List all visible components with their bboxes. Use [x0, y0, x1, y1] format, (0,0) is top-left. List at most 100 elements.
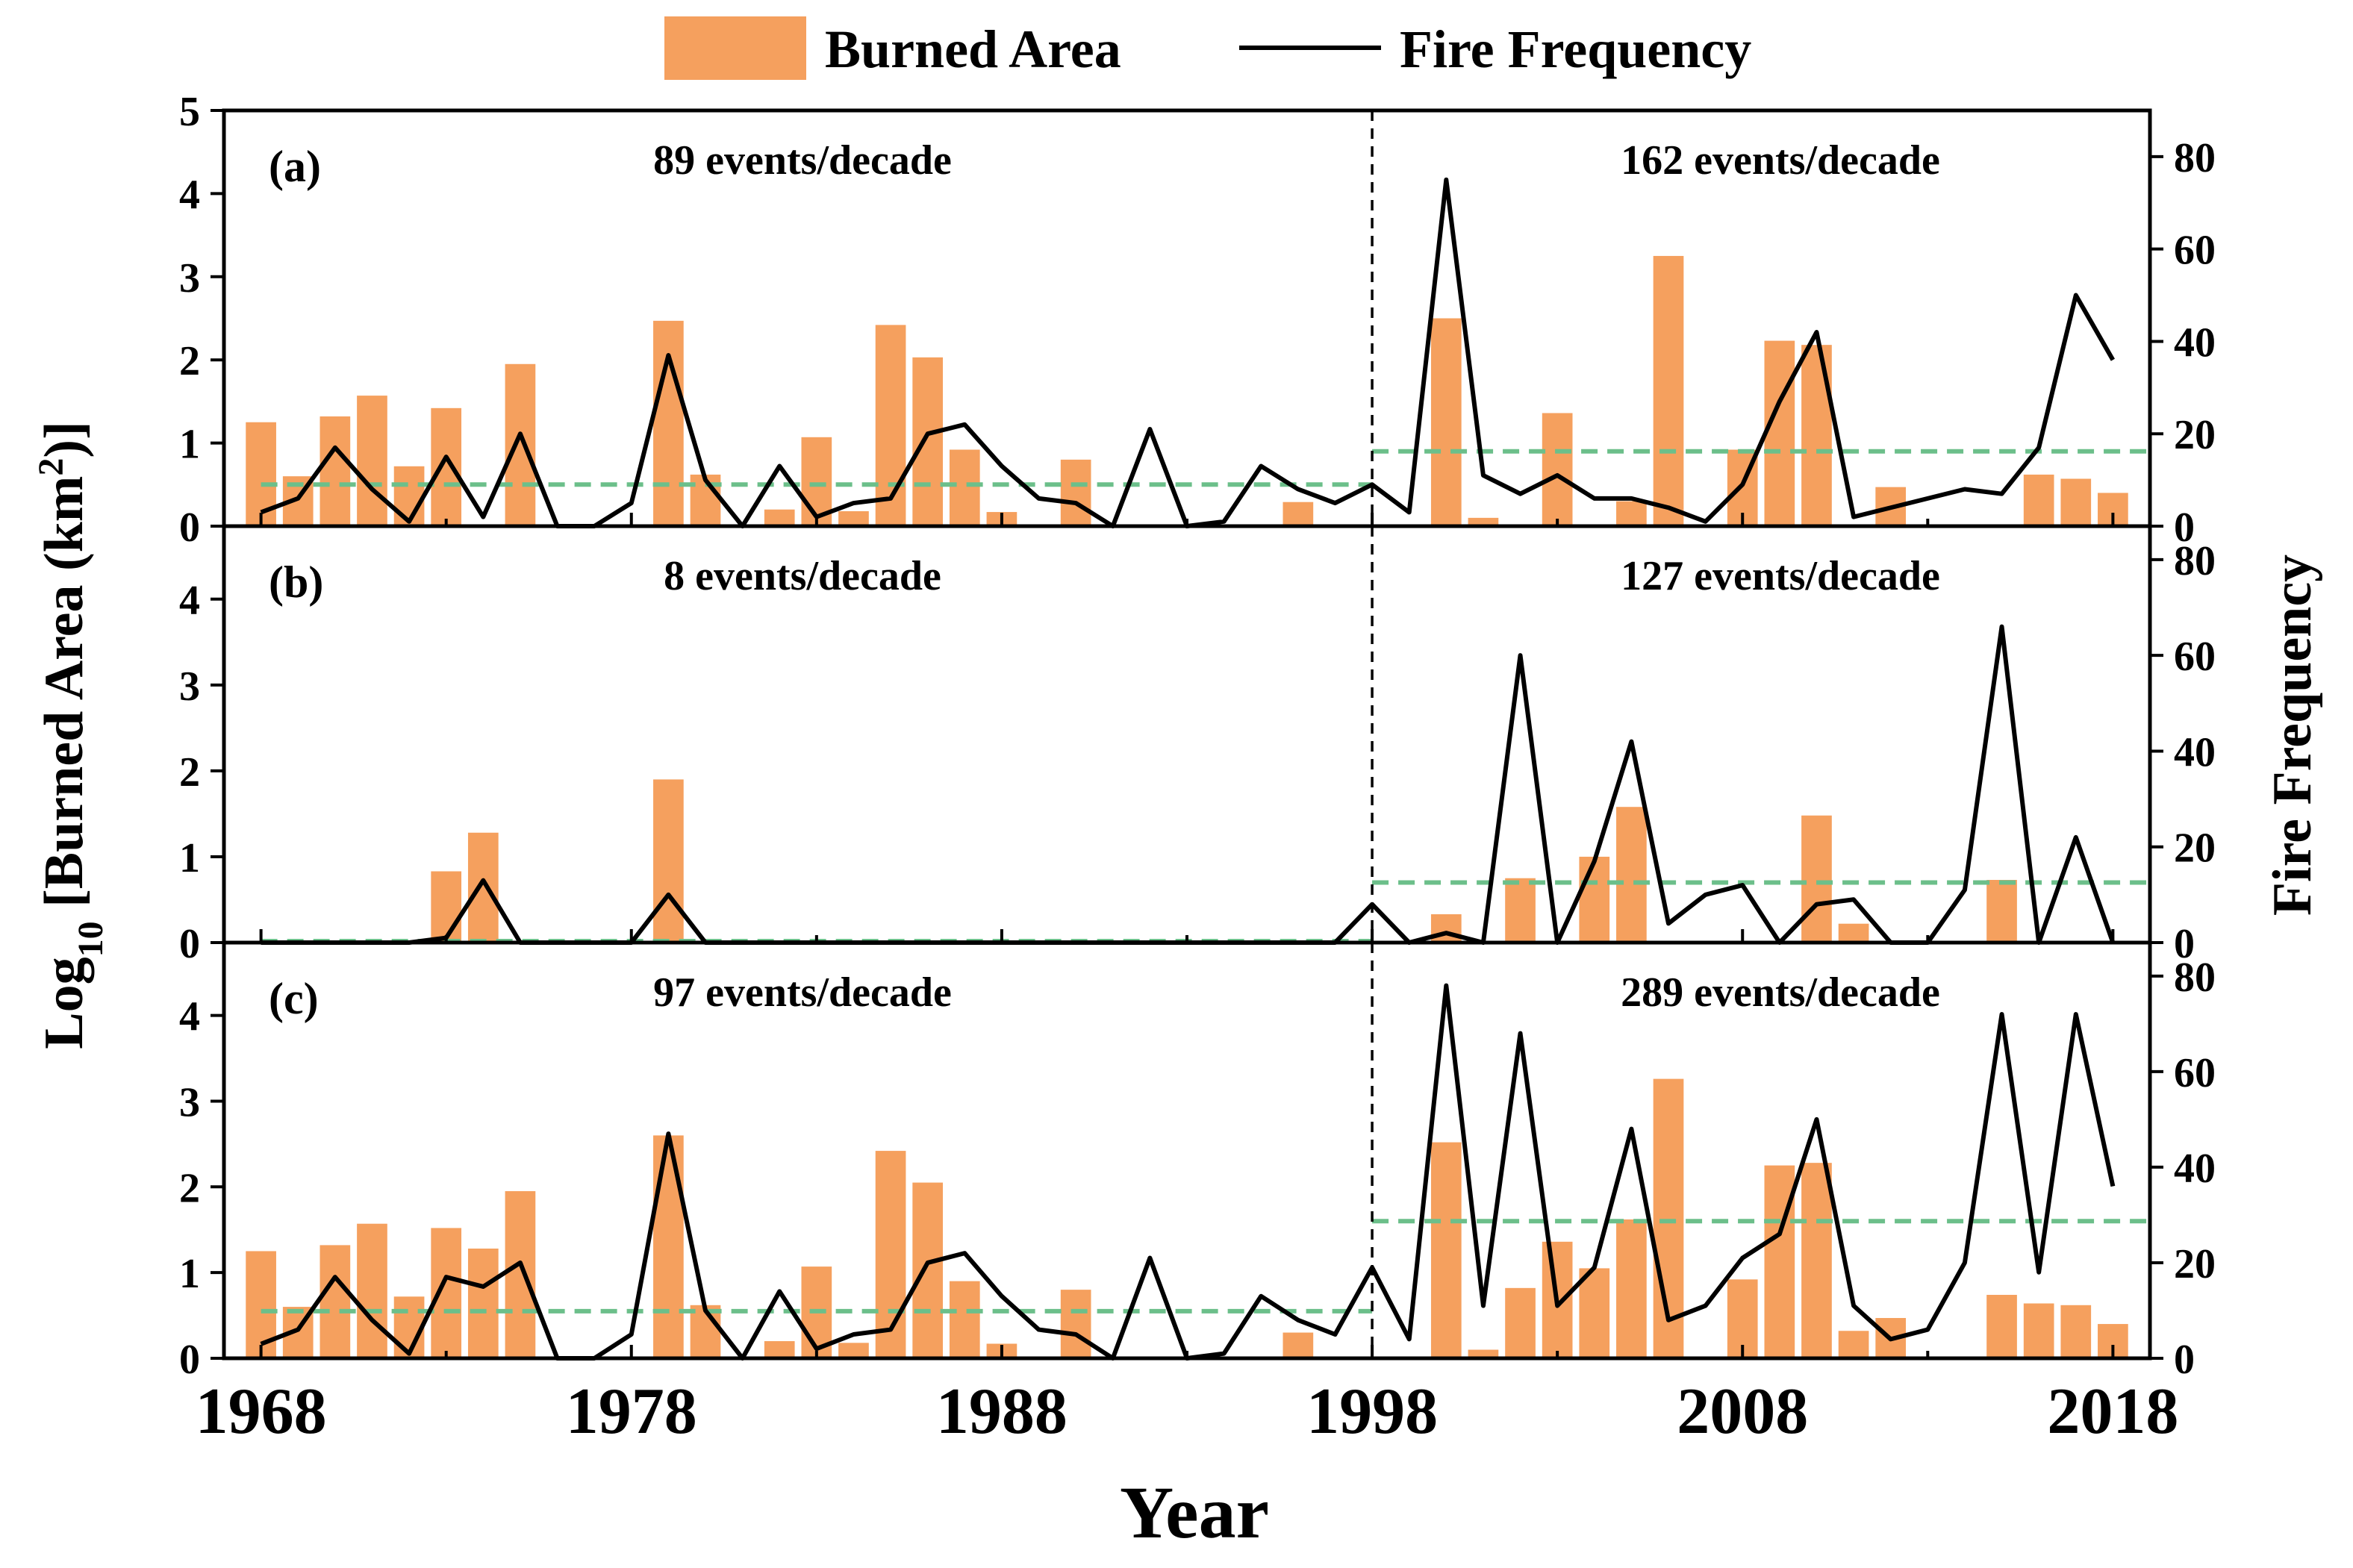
rate-after-label: 127 events/decade	[1621, 553, 1940, 599]
burned-area-bar	[2060, 1305, 2092, 1358]
fire-frequency-line	[260, 177, 2115, 528]
burned-area-bar	[431, 1228, 462, 1358]
x-tick-label: 1998	[1306, 1375, 1438, 1448]
burned-area-bar	[1653, 255, 1684, 526]
left-tick-label: 3	[179, 255, 200, 302]
burned-area-bar	[1468, 1349, 1499, 1358]
fire-frequency-line	[260, 983, 2116, 1361]
rate-after-label: 162 events/decade	[1621, 137, 1940, 184]
burned-area-bar	[1801, 345, 1832, 526]
fire-frequency-line	[261, 624, 2116, 945]
left-tick-label: 2	[179, 1165, 200, 1211]
burned-area-bar	[653, 779, 684, 943]
burned-area-bar	[1986, 1295, 2017, 1358]
burned-area-bar	[2060, 478, 2092, 526]
rate-after-label: 289 events/decade	[1621, 969, 1940, 1016]
right-tick-label: 20	[2174, 825, 2216, 872]
burned-area-bar	[2023, 474, 2054, 526]
burned-area-bar	[431, 871, 462, 943]
left-y-title-rest: [Burned Area (km	[34, 476, 95, 922]
right-y-axis-title: Fire Frequency	[2262, 555, 2323, 916]
right-tick-label: 40	[2174, 729, 2216, 775]
burned-area-bar	[875, 325, 906, 526]
panel-label: (c)	[269, 974, 319, 1023]
burned-area-bar	[1579, 1268, 1610, 1358]
legend: Burned Area Fire Frequency	[664, 16, 1751, 80]
burned-area-bar	[1505, 878, 1536, 943]
x-tick-label: 1978	[566, 1375, 697, 1448]
right-tick-label: 20	[2174, 412, 2216, 458]
x-tick-label: 1988	[936, 1375, 1068, 1448]
burned-area-bar	[838, 510, 869, 526]
x-tick-label: 2008	[1677, 1375, 1808, 1448]
burned-area-bar	[1283, 502, 1314, 526]
burned-area-bar	[1430, 914, 1462, 943]
left-y-title-sub: 10	[71, 921, 110, 957]
burned-area-bar	[1616, 807, 1647, 943]
right-tick-label: 80	[2174, 135, 2216, 181]
left-tick-label: 2	[179, 338, 200, 384]
left-tick-label: 4	[179, 172, 200, 218]
x-axis-title: Year	[1120, 1471, 1269, 1554]
burned-area-bar	[838, 1343, 869, 1358]
left-tick-label: 4	[179, 578, 200, 624]
legend-bar-swatch	[664, 16, 806, 80]
rate-before-label: 89 events/decade	[653, 137, 952, 184]
burned-area-bar	[1616, 1219, 1647, 1358]
burned-area-bar	[357, 396, 387, 526]
left-tick-label: 1	[179, 835, 200, 881]
burned-area-bar	[764, 1341, 795, 1358]
burned-area-bar	[764, 509, 795, 526]
right-tick-label: 80	[2174, 538, 2216, 584]
burned-area-bar	[1616, 501, 1647, 526]
burned-area-bar	[393, 1296, 425, 1358]
burned-area-bar	[1505, 1287, 1536, 1358]
right-tick-label: 40	[2174, 1146, 2216, 1192]
burned-area-bar	[1579, 856, 1610, 943]
panel-label: (b)	[269, 557, 323, 607]
burned-area-bar	[431, 407, 462, 526]
svg-text:Log10 [Burned Area (km2)]: Log10 [Burned Area (km2)]	[31, 421, 110, 1049]
left-tick-label: 4	[179, 994, 200, 1040]
burned-area-bar	[653, 1135, 684, 1358]
burned-area-bar	[1060, 459, 1091, 526]
rate-before-label: 97 events/decade	[653, 969, 952, 1016]
right-tick-label: 20	[2174, 1241, 2216, 1287]
left-y-title-part: Log	[34, 957, 95, 1049]
right-tick-label: 40	[2174, 319, 2216, 366]
right-tick-label: 60	[2174, 228, 2216, 274]
burned-area-bar	[1838, 1331, 1869, 1358]
legend-bar-label: Burned Area	[825, 19, 1121, 79]
burned-area-bar	[2023, 1303, 2054, 1358]
x-tick-label: 1968	[196, 1375, 327, 1448]
left-tick-label: 5	[179, 89, 200, 135]
right-tick-label: 60	[2174, 634, 2216, 680]
left-tick-label: 1	[179, 1251, 200, 1297]
burned-area-bar	[1060, 1290, 1091, 1358]
right-y-title: Fire Frequency	[2262, 555, 2323, 916]
right-tick-label: 0	[2174, 505, 2195, 551]
left-tick-label: 2	[179, 749, 200, 796]
burned-area-bar	[320, 1245, 351, 1358]
legend-line-label: Fire Frequency	[1400, 19, 1751, 79]
burned-area-bar	[467, 1248, 499, 1358]
burned-area-bar	[1838, 923, 1869, 943]
burned-area-bar	[320, 416, 351, 526]
burned-area-bar	[1468, 517, 1499, 526]
burned-area-bar	[505, 1191, 536, 1358]
burned-area-bar	[1430, 318, 1462, 526]
burned-area-bar	[1801, 815, 1832, 943]
burned-area-bar	[505, 363, 536, 526]
right-tick-label: 0	[2174, 921, 2195, 967]
burned-area-bar	[949, 449, 980, 526]
left-tick-label: 0	[179, 921, 200, 967]
right-tick-label: 0	[2174, 1337, 2195, 1383]
panel-a: 0 1 2 3 4 5 0 20 40 60 80 (a) 89 events/decade 162 ev…	[179, 89, 2216, 551]
rate-before-label: 8 events/decade	[664, 553, 941, 599]
burned-area-bar	[357, 1223, 387, 1358]
right-tick-label: 60	[2174, 1050, 2216, 1096]
